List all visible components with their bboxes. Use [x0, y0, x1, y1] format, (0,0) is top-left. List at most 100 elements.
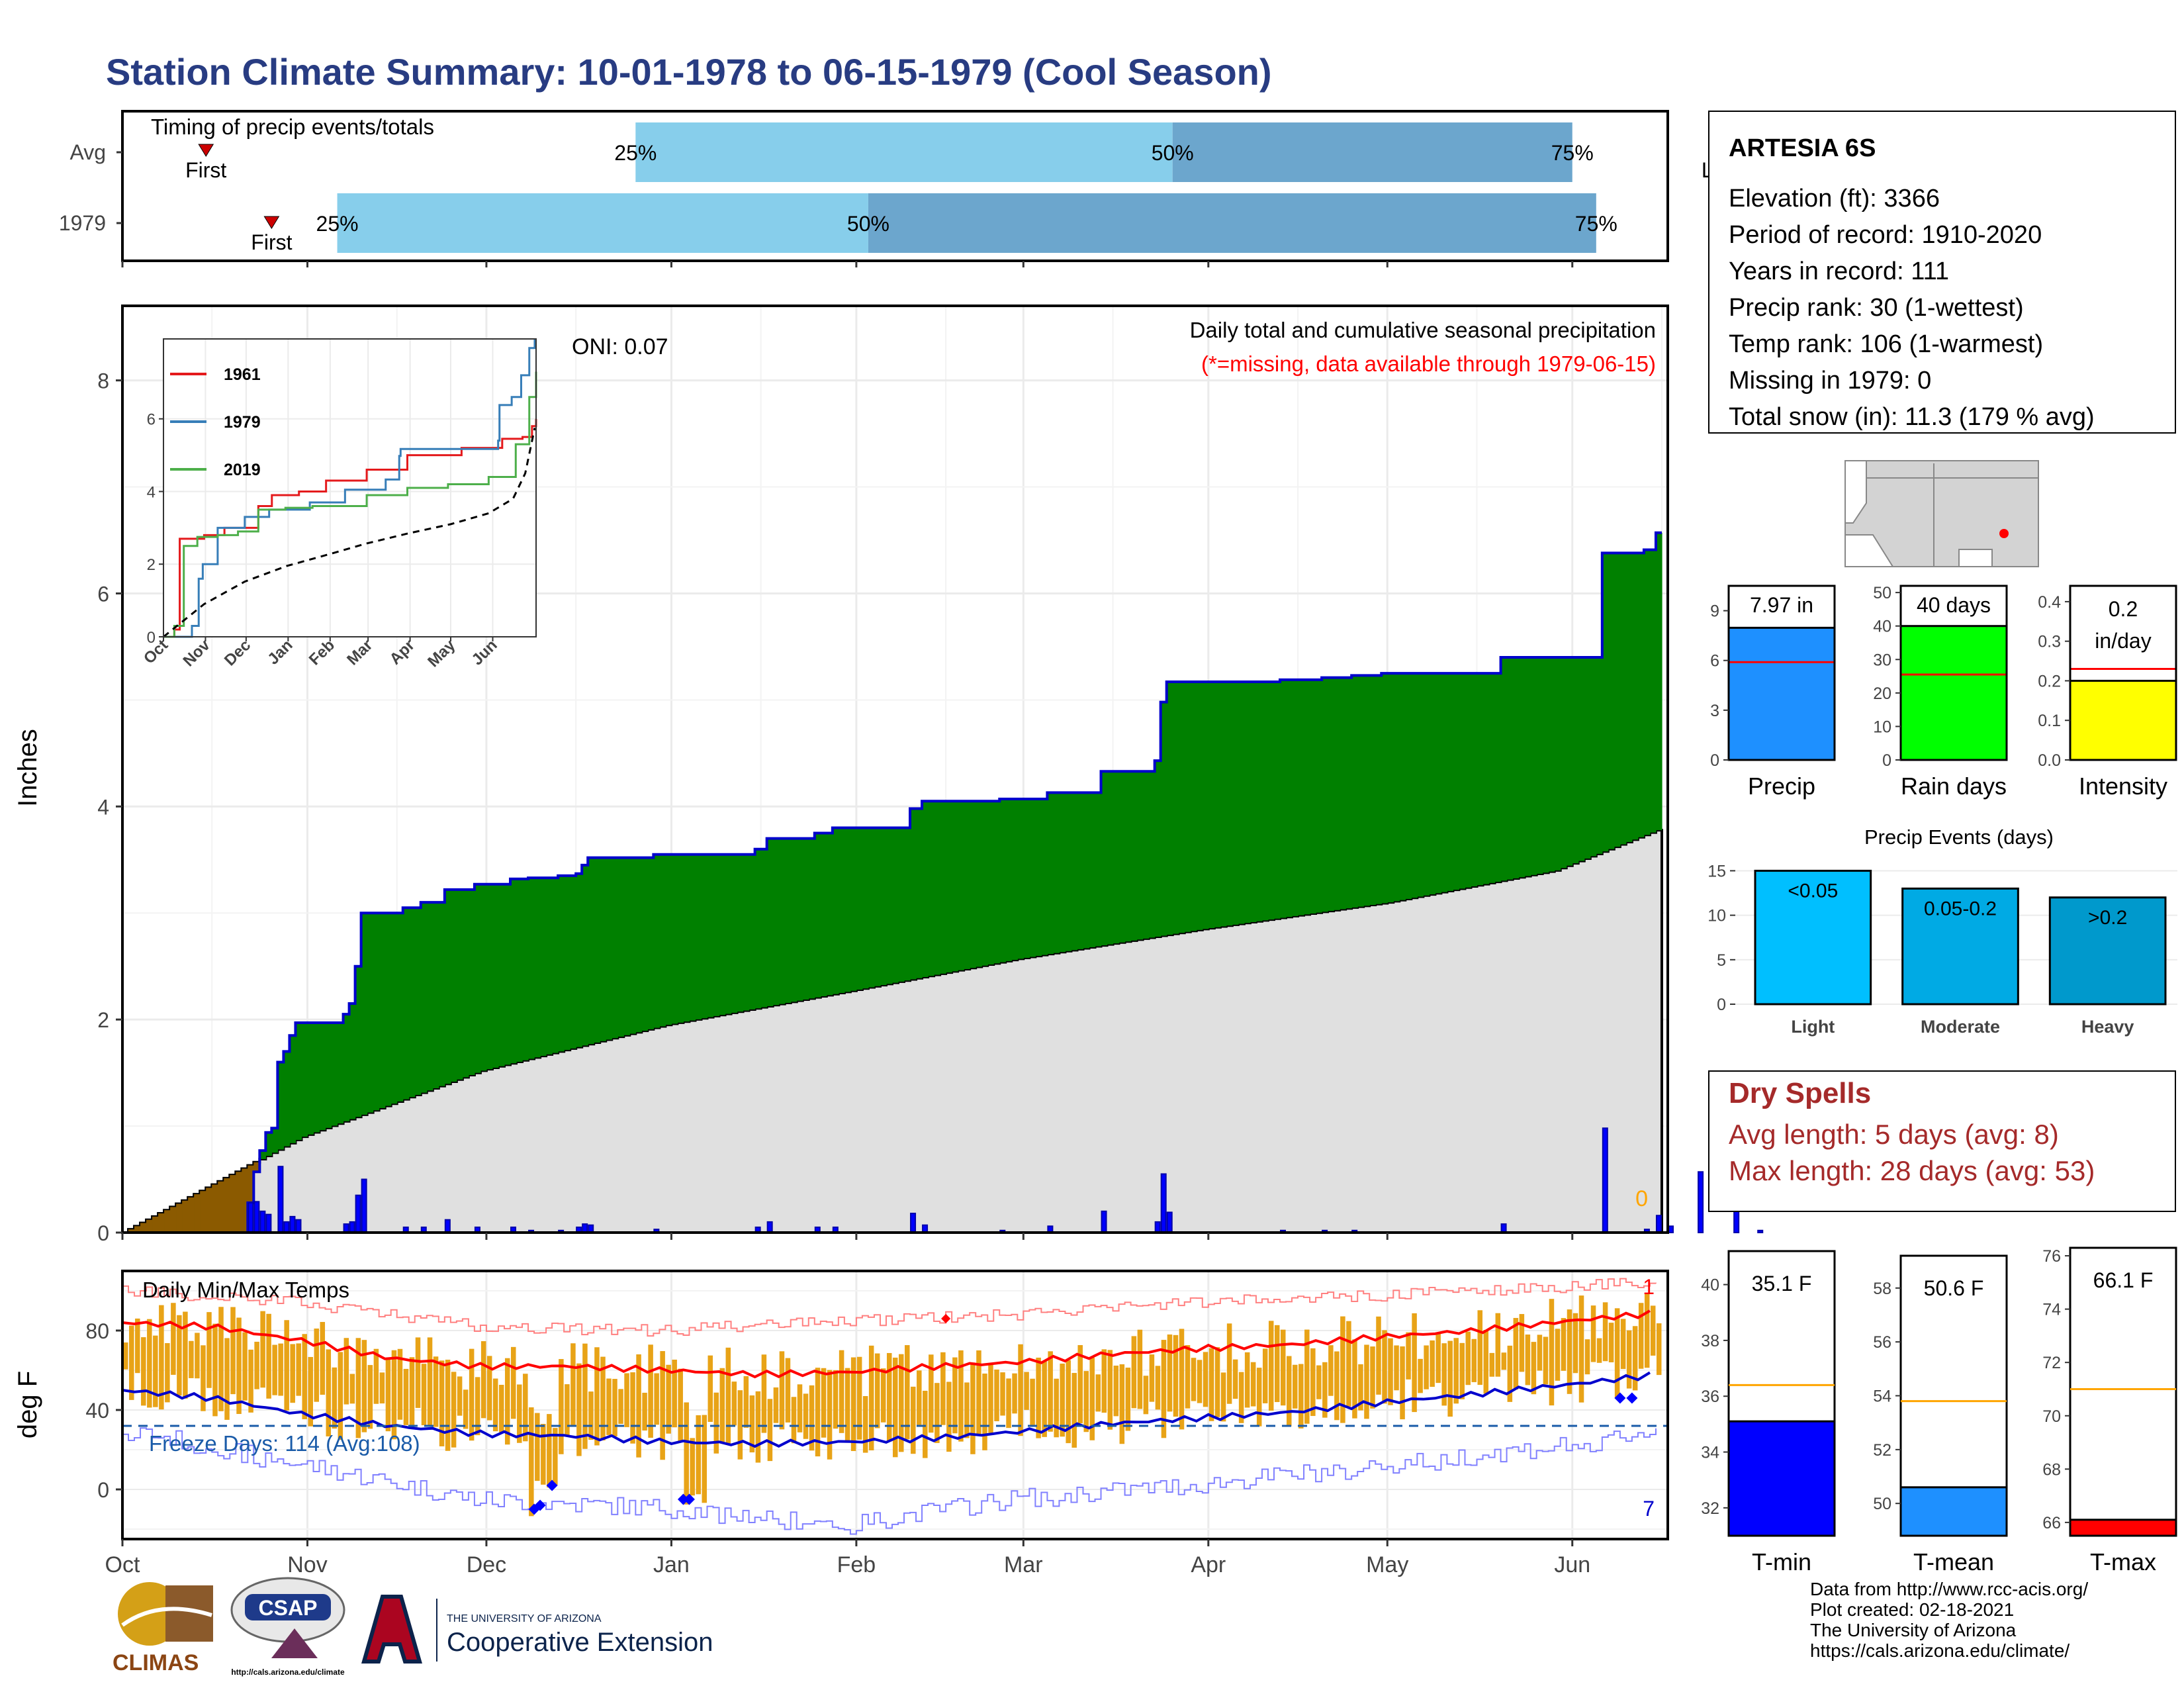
above-average-segment [379, 913, 386, 1108]
daily-temp-bar [1214, 1347, 1220, 1417]
precip-box-tick-label: 9 [1710, 602, 1719, 621]
above-average-segment [1387, 673, 1394, 903]
above-average-segment [1292, 679, 1298, 916]
precip-y-tick-label: 2 [97, 1008, 109, 1032]
daily-temp-bar [1000, 1372, 1005, 1416]
above-average-segment [1363, 675, 1370, 906]
above-average-segment [1178, 682, 1185, 933]
daily-precip-bar [1655, 1215, 1662, 1234]
map-outside-region-s [1958, 549, 1993, 567]
above-average-segment [582, 865, 588, 1046]
daily-temp-bar [421, 1364, 427, 1426]
daily-temp-bar [1232, 1359, 1238, 1399]
daily-temp-bar [1596, 1338, 1602, 1363]
timing-bar-25-50 [337, 193, 868, 253]
daily-precip-bar [355, 1194, 361, 1233]
inset-bg [163, 339, 536, 637]
daily-temp-bar [779, 1351, 785, 1430]
above-average-segment [444, 889, 451, 1084]
station-detail-line: Temp rank: 106 (1-warmest) [1729, 330, 2043, 358]
above-average-segment [1172, 682, 1179, 934]
above-average-segment [355, 966, 362, 1117]
daily-temp-bar [367, 1365, 373, 1429]
timing-bar-25-50 [635, 122, 1173, 182]
daily-temp-bar [827, 1370, 833, 1460]
above-average-segment [1536, 657, 1543, 874]
above-average-segment [1208, 682, 1215, 929]
temp-y-label: deg F [13, 1371, 42, 1438]
daily-temp-bar [343, 1338, 349, 1405]
daily-precip-bar [277, 1166, 284, 1233]
temp-box-tick-label: 38 [1701, 1332, 1719, 1350]
station-detail-line: Total snow (in): 11.3 (179 % avg) [1729, 403, 2095, 431]
above-average-segment [790, 838, 797, 1002]
above-average-segment [754, 849, 762, 1009]
below-average-segment [236, 1172, 242, 1233]
below-average-segment [182, 1200, 189, 1233]
below-average-segment [253, 1162, 260, 1172]
daily-temp-bar [1030, 1378, 1035, 1427]
timing-row-label: 1979 [59, 211, 106, 235]
precip-plot [122, 531, 1764, 1234]
daily-temp-bar [684, 1402, 689, 1505]
above-average-segment [922, 801, 929, 978]
above-average-segment [313, 1022, 320, 1133]
above-average-segment [1160, 702, 1167, 936]
above-average-segment [1643, 549, 1651, 835]
record-high-count: 1 [1643, 1275, 1655, 1299]
daily-temp-bar [1608, 1323, 1614, 1363]
above-average-segment [408, 908, 416, 1098]
daily-temp-bar [749, 1395, 755, 1453]
daily-temp-bar [958, 1350, 964, 1442]
daily-temp-bar [355, 1338, 361, 1438]
daily-temp-bar [1048, 1351, 1053, 1432]
daily-temp-bar [624, 1373, 629, 1427]
above-average-segment [796, 838, 803, 1001]
daily-temp-bar [1226, 1323, 1232, 1404]
daily-temp-bar [582, 1343, 588, 1449]
above-average-segment [868, 827, 875, 988]
station-info: ARTESIA 6S Elevation (ft): 3366 Period of… [1708, 111, 2176, 434]
daily-temp-bar [326, 1349, 332, 1436]
precip-box-value-bg [1905, 587, 2003, 620]
freeze-days-text: Freeze Days: 114 (Avg:108) [149, 1431, 420, 1456]
daily-temp-bar [1477, 1310, 1483, 1385]
daily-precip-bar [766, 1221, 773, 1234]
event-bar-label: <0.05 [1788, 880, 1838, 902]
daily-temp-bar [970, 1362, 976, 1454]
above-average-segment [1488, 673, 1496, 883]
above-average-segment [1136, 771, 1144, 940]
timing-row-label: Avg [69, 140, 106, 164]
daily-temp-bar [1638, 1303, 1644, 1369]
daily-temp-bar [242, 1332, 248, 1401]
above-average-segment [576, 873, 582, 1047]
above-average-segment [808, 838, 815, 999]
daily-temp-bar [1287, 1356, 1292, 1427]
daily-temp-bar [737, 1390, 743, 1460]
above-average-segment [928, 801, 934, 976]
above-average-segment [319, 1022, 326, 1131]
above-average-segment [1578, 657, 1585, 861]
daily-temp-bar [391, 1350, 397, 1440]
daily-temp-bar [1394, 1345, 1399, 1391]
above-average-segment [820, 833, 827, 997]
above-average-segment [367, 913, 374, 1113]
above-average-segment [1023, 799, 1030, 958]
above-average-segment [1619, 553, 1627, 845]
timing-pct-label: 75% [1551, 141, 1594, 165]
above-average-segment [1184, 682, 1191, 932]
daily-temp-bar [1561, 1318, 1567, 1371]
above-average-segment [784, 838, 792, 1003]
above-average-segment [701, 854, 708, 1019]
daily-temp-bar [445, 1360, 451, 1451]
temp-box-value: 66.1 F [2093, 1268, 2154, 1292]
above-average-segment [707, 854, 714, 1017]
daily-temp-bar [260, 1311, 265, 1388]
above-average-segment [1369, 675, 1376, 906]
above-average-segment [940, 801, 946, 974]
above-average-segment [1572, 657, 1579, 864]
above-average-segment [677, 854, 684, 1023]
above-average-segment [1608, 553, 1615, 849]
daily-precip-bar [1166, 1211, 1173, 1234]
